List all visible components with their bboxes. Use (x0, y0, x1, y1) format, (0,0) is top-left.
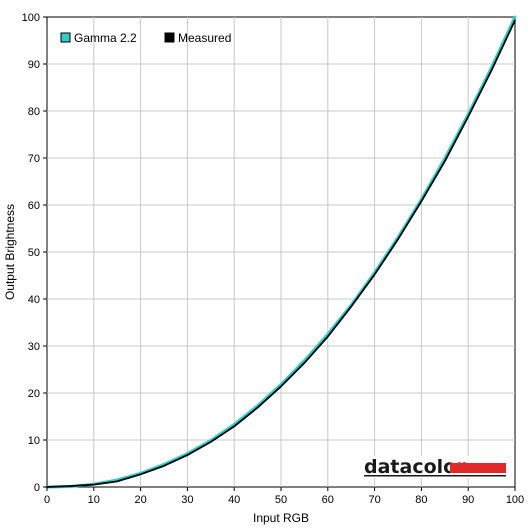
y-tick-label: 30 (28, 341, 40, 353)
legend-label-measured: Measured (178, 31, 231, 45)
x-tick-label: 20 (134, 494, 146, 506)
x-tick-label: 0 (44, 494, 50, 506)
x-tick-label: 10 (88, 494, 100, 506)
y-tick-label: 100 (22, 12, 40, 24)
y-tick-label: 50 (28, 247, 40, 259)
logo-text: datacolor (364, 456, 466, 478)
series-line-gamma (45, 15, 517, 489)
y-tick-label: 60 (28, 200, 40, 212)
y-tick-label: 20 (28, 388, 40, 400)
y-tick-label: 10 (28, 435, 40, 447)
logo-accent-bar (450, 463, 506, 473)
x-axis-ticks: 0 10 20 30 40 50 60 70 80 90 100 (44, 487, 524, 506)
x-tick-label: 90 (462, 494, 474, 506)
series-lines (45, 15, 517, 489)
x-tick-label: 40 (228, 494, 240, 506)
y-axis-label: Output Brightness (3, 204, 17, 300)
legend-swatch-measured (164, 32, 175, 43)
datacolor-logo: datacolor (363, 456, 508, 478)
x-tick-label: 60 (322, 494, 334, 506)
x-tick-label: 50 (275, 494, 287, 506)
y-tick-label: 40 (28, 294, 40, 306)
x-axis-label: Input RGB (253, 511, 309, 525)
x-tick-label: 30 (181, 494, 193, 506)
x-tick-label: 100 (506, 494, 524, 506)
logo-underline (364, 475, 506, 477)
x-tick-label: 80 (415, 494, 427, 506)
legend: Gamma 2.2 Measured (60, 31, 231, 45)
legend-swatch-gamma (60, 32, 71, 43)
x-tick-label: 70 (368, 494, 380, 506)
grid (47, 17, 515, 487)
legend-label-gamma: Gamma 2.2 (74, 31, 137, 45)
y-axis-ticks: 0 10 20 30 40 50 60 70 80 90 100 (22, 12, 47, 494)
y-tick-label: 90 (28, 59, 40, 71)
y-tick-label: 80 (28, 106, 40, 118)
y-tick-label: 70 (28, 153, 40, 165)
series-line-measured (46, 19, 516, 488)
y-tick-label: 0 (34, 482, 40, 494)
